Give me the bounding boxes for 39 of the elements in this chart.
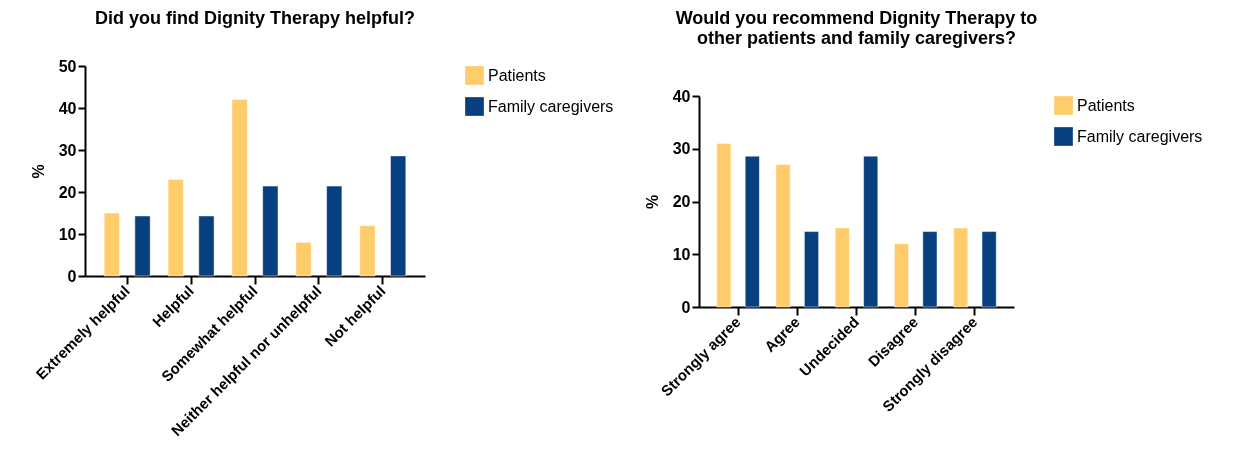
legend-label: Patients bbox=[488, 66, 546, 84]
y-tick-label: 10 bbox=[58, 225, 77, 243]
legend-label: Patients bbox=[1077, 96, 1135, 114]
bar bbox=[804, 231, 819, 308]
bar bbox=[922, 231, 938, 308]
y-tick-label: 20 bbox=[58, 183, 77, 201]
bar bbox=[134, 215, 151, 277]
bar bbox=[103, 212, 120, 277]
bar bbox=[326, 185, 343, 277]
bar bbox=[390, 155, 407, 277]
y-tick-label: 40 bbox=[58, 99, 77, 117]
bar bbox=[834, 227, 850, 308]
bar bbox=[716, 143, 732, 308]
bar bbox=[198, 215, 215, 277]
bar bbox=[744, 155, 760, 308]
bar bbox=[167, 179, 184, 277]
y-tick-label: 0 bbox=[681, 298, 691, 316]
y-axis-title: % bbox=[29, 164, 47, 179]
y-tick-label: 30 bbox=[672, 140, 691, 158]
chart-title: Would you recommend Dignity Therapy to other patients and family caregivers? bbox=[675, 8, 1038, 48]
bar bbox=[231, 99, 248, 277]
y-tick-label: 20 bbox=[672, 193, 691, 210]
y-tick-label: 10 bbox=[672, 245, 691, 263]
bar bbox=[981, 231, 997, 308]
y-axis-title: % bbox=[643, 194, 661, 210]
bar bbox=[262, 185, 279, 277]
bar bbox=[359, 225, 376, 277]
y-tick-label: 30 bbox=[58, 141, 77, 159]
bar bbox=[894, 243, 909, 308]
bar bbox=[953, 227, 969, 308]
y-tick-label: 40 bbox=[672, 87, 691, 105]
bar bbox=[863, 155, 879, 308]
bar bbox=[295, 242, 312, 277]
chart-title: Did you find Dignity Therapy helpful? bbox=[95, 8, 415, 28]
y-tick-label: 0 bbox=[67, 267, 77, 285]
y-tick-label: 50 bbox=[58, 57, 77, 75]
legend-label: Family caregivers bbox=[1077, 127, 1203, 145]
legend-label: Family caregivers bbox=[488, 97, 614, 115]
bar bbox=[775, 164, 791, 308]
